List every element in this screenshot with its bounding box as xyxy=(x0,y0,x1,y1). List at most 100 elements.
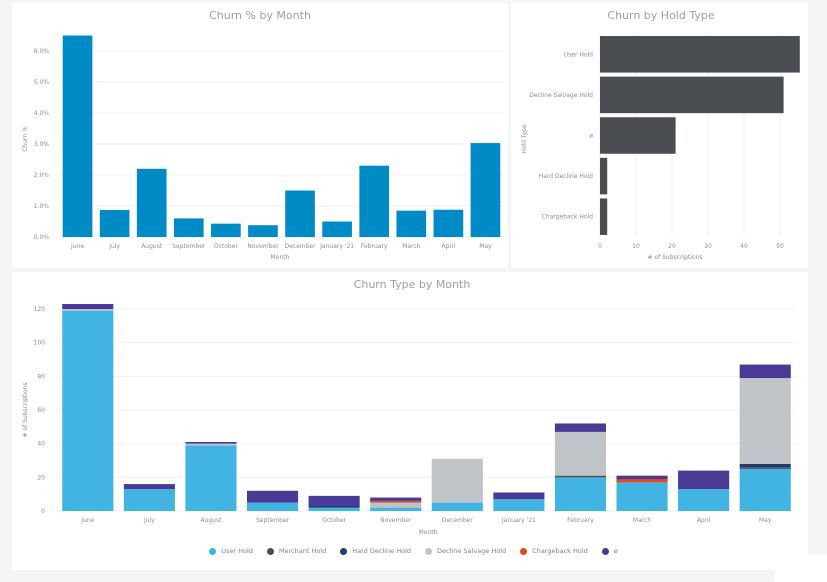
legend-item-null[interactable]: ø xyxy=(601,547,618,555)
bar-segment xyxy=(739,467,791,469)
y-tick-label: Hard Decline Hold xyxy=(539,173,593,180)
churn-type-panel: Churn Type by Month 0 20 40 60 80 100 120 June J… xyxy=(12,272,808,570)
bar-segment xyxy=(616,475,668,480)
x-tick-label: January '21 xyxy=(501,517,536,524)
hold-type-panel: Churn by Hold Type 0 10 20 30 40 50 User Hold D… xyxy=(511,3,808,268)
legend-item-chargeback-hold[interactable]: Chargeback Hold xyxy=(520,547,588,555)
chart-title: Churn Type by Month xyxy=(354,278,471,291)
x-tick-label: 50 xyxy=(776,243,784,250)
x-tick-label: December xyxy=(284,243,316,250)
legend-item-user-hold[interactable]: User Hold xyxy=(209,547,253,555)
x-tick-label: 30 xyxy=(704,243,712,250)
bar xyxy=(62,35,93,237)
y-tick-label: 80 xyxy=(37,373,45,380)
bar-segment xyxy=(431,458,483,503)
bar-segment xyxy=(370,502,422,508)
x-tick-label: July xyxy=(108,243,120,250)
x-tick-label: August xyxy=(200,517,222,524)
bar-segment xyxy=(493,492,545,500)
x-tick-label: 0 xyxy=(598,243,602,250)
bar-segment xyxy=(739,364,791,379)
y-tick-label: Decline Salvage Hold xyxy=(529,92,593,99)
bar-segment xyxy=(554,477,607,511)
x-tick-label: September xyxy=(256,517,290,524)
y-axis-label: # of Subscriptions xyxy=(22,382,29,437)
bar xyxy=(211,223,241,237)
y-tick-label: 3.0% xyxy=(34,141,50,148)
legend-dot-icon xyxy=(266,547,274,555)
x-tick-label: November xyxy=(247,243,279,250)
bar-segment xyxy=(308,505,360,508)
x-tick-label: June xyxy=(70,243,84,250)
bar-segment xyxy=(123,484,175,490)
bar-segment xyxy=(246,502,299,511)
y-tick-label: User Hold xyxy=(564,51,593,58)
bar xyxy=(248,225,278,237)
y-tick-label: 5.0% xyxy=(34,79,50,86)
x-axis-label: Month xyxy=(271,254,290,261)
bar-segment xyxy=(616,479,668,483)
legend-item-hard-decline-hold[interactable]: Hard Decline Hold xyxy=(340,547,411,555)
x-tick-label: June xyxy=(80,517,94,524)
bar-segment xyxy=(62,310,114,511)
bar xyxy=(136,168,167,237)
bar-segment xyxy=(739,378,791,464)
legend-label: ø xyxy=(613,547,618,555)
hold-type-chart: Churn by Hold Type 0 10 20 30 40 50 User Hold D… xyxy=(521,9,800,261)
y-tick-label: 60 xyxy=(37,407,45,414)
y-tick-label: 1.0% xyxy=(34,203,50,210)
bar-segment xyxy=(62,309,114,311)
bar-segment xyxy=(616,482,668,511)
y-tick-label: 6.0% xyxy=(34,48,50,55)
bar xyxy=(600,157,608,195)
bar-segment xyxy=(554,431,607,476)
legend-dot-icon xyxy=(340,547,348,555)
y-tick-label: 0 xyxy=(41,508,45,515)
x-tick-label: December xyxy=(442,517,474,524)
y-tick-label: 2.0% xyxy=(34,172,50,179)
y-tick-label: 100 xyxy=(34,340,46,347)
x-axis-label: # of Subscriptions xyxy=(647,254,702,261)
x-tick-label: November xyxy=(380,517,412,524)
y-tick-label: 20 xyxy=(37,474,45,481)
churn-pct-chart: Churn % by Month 0.0% 1.0% 2.0% 3.0% 4.0% 5.0… xyxy=(22,9,504,261)
legend-dot-icon xyxy=(520,547,528,555)
chart-title: Churn % by Month xyxy=(209,9,311,22)
bar-segment xyxy=(739,463,791,468)
bar xyxy=(285,190,315,237)
bar-segment xyxy=(554,423,607,432)
x-tick-label: 40 xyxy=(740,243,748,250)
bar-segment xyxy=(678,470,730,490)
churn-pct-panel: Churn % by Month 0.0% 1.0% 2.0% 3.0% 4.0% 5.0… xyxy=(12,3,508,268)
legend-item-merchant-hold[interactable]: Merchant Hold xyxy=(266,547,326,555)
x-tick-label: February xyxy=(567,517,594,524)
bar xyxy=(99,210,130,237)
x-tick-label: August xyxy=(141,243,163,250)
x-tick-label: July xyxy=(143,517,155,524)
bar-segment xyxy=(185,443,237,446)
bar-segment xyxy=(185,441,237,444)
x-tick-label: October xyxy=(322,517,347,524)
x-tick-label: April xyxy=(697,517,711,524)
y-axis-label: Hold Type xyxy=(521,124,528,154)
bar-segment xyxy=(185,445,237,511)
bar xyxy=(470,143,501,237)
y-tick-label: 40 xyxy=(37,441,45,448)
x-tick-label: May xyxy=(759,517,772,524)
y-tick-label: Chargeback Hold xyxy=(542,214,594,221)
bar xyxy=(359,165,390,237)
bar-segment xyxy=(678,489,730,511)
x-tick-label: 20 xyxy=(668,243,676,250)
x-tick-label: 10 xyxy=(632,243,640,250)
y-tick-label: 120 xyxy=(34,306,46,313)
legend-item-decline-salvage-hold[interactable]: Decline Salvage Hold xyxy=(425,547,506,555)
y-tick-label: 0.0% xyxy=(34,234,50,241)
legend-label: Hard Decline Hold xyxy=(352,547,412,555)
bar xyxy=(600,198,608,235)
y-tick-label: ø xyxy=(589,133,593,140)
bar-segment xyxy=(62,303,114,310)
legend-dot-icon xyxy=(209,547,217,555)
legend-dot-icon xyxy=(601,547,609,555)
legend-label: User Hold xyxy=(221,547,253,555)
chart-legend: User Hold Merchant Hold Hard Decline Hol… xyxy=(0,545,827,557)
